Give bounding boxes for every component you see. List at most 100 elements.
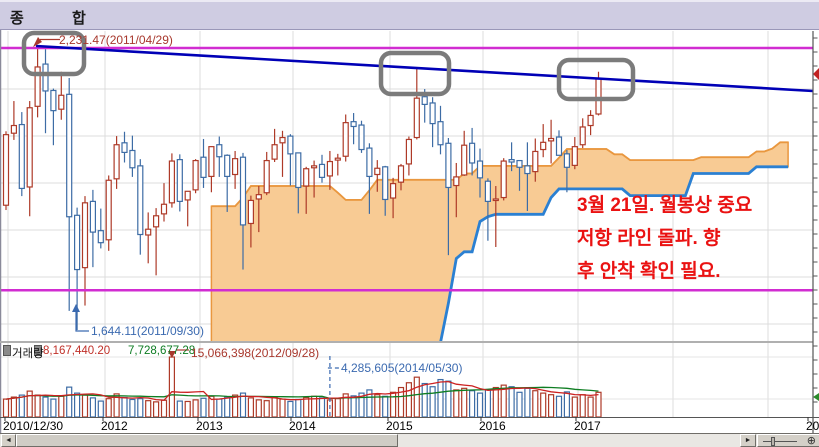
volume-ma-green-value: 7,728,677.28 xyxy=(128,345,196,357)
volume-bar xyxy=(563,391,571,417)
volume-bar xyxy=(540,392,547,417)
x-axis-label: 2017 xyxy=(574,419,601,433)
volume-bar xyxy=(516,391,523,417)
volume-bar xyxy=(192,399,199,417)
volume-bar xyxy=(358,392,365,417)
highlight-box xyxy=(21,30,87,77)
candle xyxy=(160,183,168,222)
volume-bar xyxy=(168,356,175,417)
x-axis-label: 2015 xyxy=(386,419,413,433)
candle xyxy=(358,120,365,153)
scroll-thumb[interactable] xyxy=(16,434,398,447)
legend-square-icon[interactable] xyxy=(3,345,11,356)
h-scrollbar[interactable]: ◄ ► ⊕ xyxy=(0,433,819,447)
arrow-right-icon: ► xyxy=(744,437,752,444)
volume-ma-lines xyxy=(5,380,599,401)
candle xyxy=(105,175,112,251)
volume-bar xyxy=(279,398,286,417)
candle xyxy=(508,142,515,172)
candle xyxy=(192,159,199,194)
x-axis-label: 20 xyxy=(806,419,819,433)
candle xyxy=(492,186,499,247)
candle xyxy=(34,48,41,118)
volume-bar xyxy=(405,382,412,417)
x-axis-label: 2016 xyxy=(479,419,506,433)
candle xyxy=(318,154,326,183)
trough-annotation: 1,644.11(2011/09/30) xyxy=(91,324,204,338)
candle xyxy=(445,138,452,256)
zoom-slider-handle[interactable] xyxy=(771,437,775,446)
current-price-marker xyxy=(813,68,819,80)
candle xyxy=(184,190,191,227)
volume-bar xyxy=(216,398,223,417)
volume-bar xyxy=(58,395,65,417)
highlight-boxes xyxy=(21,30,636,102)
volume-bar xyxy=(571,396,578,417)
volume-bar xyxy=(476,392,484,417)
note-line: 3월 21일. 월봉상 중요 xyxy=(577,195,753,216)
volume-bar xyxy=(461,387,468,417)
note-line: 후 안착 확인 필요. xyxy=(577,261,721,282)
volume-bar xyxy=(239,392,247,417)
candle xyxy=(129,135,136,177)
app-header: 종 합 xyxy=(0,0,819,30)
scroll-left-button[interactable]: ◄ xyxy=(1,434,16,447)
candle xyxy=(239,152,247,270)
candle xyxy=(66,77,73,311)
period-zoom-control[interactable]: ⊕ xyxy=(757,434,819,447)
volume-bar xyxy=(287,400,294,417)
candle xyxy=(224,154,231,212)
candle xyxy=(311,160,318,198)
annotation-leaders xyxy=(33,37,819,416)
candle xyxy=(413,68,420,140)
volume-bar xyxy=(10,396,17,417)
candle xyxy=(469,127,476,176)
candle xyxy=(279,130,286,177)
candle xyxy=(247,195,254,248)
candle xyxy=(555,130,563,156)
axes-and-borders xyxy=(0,30,819,433)
candle xyxy=(121,131,128,163)
volume-bar xyxy=(555,395,563,417)
candle xyxy=(516,159,523,191)
volume-bar xyxy=(532,390,539,417)
peak-annotation: 2,231.47(2011/04/29) xyxy=(59,33,173,47)
volume-bar xyxy=(492,386,499,417)
volume-bar xyxy=(153,401,160,417)
volume-bar xyxy=(421,382,428,417)
candle xyxy=(97,208,104,249)
candle xyxy=(476,148,484,198)
candle xyxy=(334,153,341,176)
volume-peak-annotation: 15,066,398(2012/09/28) xyxy=(191,346,320,360)
candle xyxy=(255,186,262,233)
candle xyxy=(571,137,578,170)
volume-bar xyxy=(176,400,183,417)
volume-bar xyxy=(271,396,278,417)
x-axis-label: 2013 xyxy=(196,419,223,433)
volume-bar xyxy=(263,400,270,417)
candle xyxy=(216,136,223,177)
volume-bar xyxy=(350,395,357,417)
note-line: 저항 라인 돌파. 향 xyxy=(577,228,721,249)
candle xyxy=(26,101,33,217)
zoom-in-icon[interactable]: ⊕ xyxy=(806,435,816,447)
volume-bar xyxy=(445,380,452,417)
volume-bar xyxy=(342,393,349,417)
volume-bar xyxy=(413,376,420,417)
candle xyxy=(453,162,460,218)
candle xyxy=(532,138,539,182)
volume-ma-red-value: 8,167,440.20 xyxy=(43,345,111,357)
legend-square-icon[interactable] xyxy=(34,345,42,356)
volume-bar xyxy=(81,394,89,417)
volume-bar xyxy=(121,396,128,417)
volume-bar xyxy=(89,397,97,417)
candlesticks xyxy=(2,48,602,331)
volume-bar xyxy=(374,394,381,417)
candle xyxy=(42,49,49,134)
volume-bar xyxy=(453,389,460,417)
candle xyxy=(326,150,333,190)
volume-bar xyxy=(137,398,144,417)
highlight-box xyxy=(556,57,636,102)
volume-bar xyxy=(26,390,33,417)
scroll-right-button[interactable]: ► xyxy=(740,434,756,447)
